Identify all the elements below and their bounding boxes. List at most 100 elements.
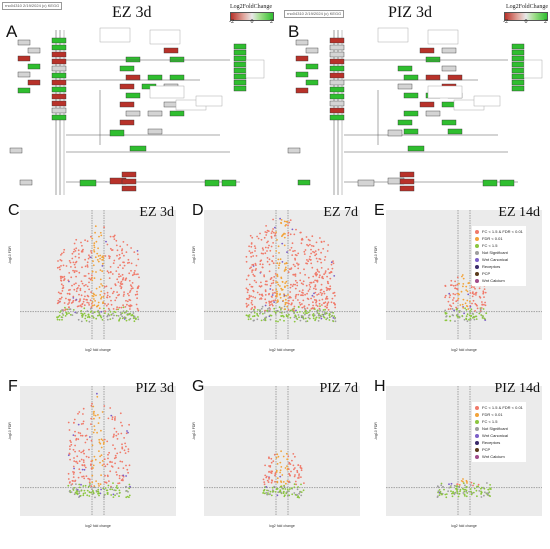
scatter-point <box>294 480 297 483</box>
scatter-point <box>133 272 136 274</box>
scatter-point <box>80 294 83 297</box>
scatter-point <box>333 275 336 277</box>
gene-node <box>119 101 135 108</box>
scatter-point <box>90 306 93 309</box>
scatter-point <box>284 285 286 288</box>
annotation-box <box>99 27 131 43</box>
scatter-point <box>473 293 475 296</box>
scatter-point <box>284 266 287 269</box>
scatter-point <box>113 314 115 317</box>
scatter-point <box>93 417 95 420</box>
scatter-point <box>449 319 452 322</box>
scatter-point <box>325 318 328 321</box>
gene-node <box>511 61 525 68</box>
scatter-point <box>259 263 262 266</box>
scatter-point <box>101 259 103 261</box>
scatter-point <box>326 250 329 252</box>
scatter-point <box>266 257 269 259</box>
scatter-point <box>94 231 96 234</box>
scatter-point <box>245 260 248 263</box>
scatter-point <box>65 308 67 311</box>
scatter-point <box>297 264 299 266</box>
scatter-point <box>276 275 279 278</box>
scatter-point <box>295 228 297 231</box>
scatter-point <box>308 258 311 261</box>
scatter-point <box>67 303 69 305</box>
scatter-point <box>99 461 101 464</box>
scatter-point <box>110 303 113 306</box>
scatter-point <box>263 492 266 495</box>
scatter-marks <box>20 386 176 516</box>
scatter-point <box>279 296 282 299</box>
legend-entry: FC < 1.5 & FDR < 0.01 <box>475 228 523 235</box>
volcano-plot-e: E EZ 14d -log10 FDR log2 fold change FC … <box>372 202 548 356</box>
scatter-point <box>83 298 85 300</box>
scatter-point <box>316 270 319 272</box>
scatter-point <box>273 310 276 313</box>
scatter-point <box>313 299 316 301</box>
scatter-point <box>120 306 123 309</box>
legend-swatch <box>475 419 479 424</box>
scatter-point <box>469 300 471 303</box>
scatter-point <box>274 226 276 229</box>
scatter-point <box>109 310 112 313</box>
scatter-point <box>92 489 94 492</box>
scatter-point <box>83 489 86 492</box>
gene-node <box>121 178 137 185</box>
scatter-point <box>449 308 452 310</box>
scatter-point <box>281 314 284 317</box>
scatter-point <box>95 287 98 290</box>
scatter-point <box>264 316 267 319</box>
scatter-point <box>93 455 96 458</box>
scatter-point <box>287 294 289 296</box>
scatter-point <box>285 223 287 226</box>
scatter-point <box>109 470 112 473</box>
scatter-point <box>304 313 306 316</box>
scatter-point <box>478 295 481 298</box>
scatter-point <box>98 438 101 441</box>
scatter-point <box>303 250 306 253</box>
scatter-point <box>289 249 291 251</box>
scatter-point <box>111 488 114 491</box>
scatter-point <box>68 312 70 315</box>
scatter-point <box>78 483 81 486</box>
scatter-point <box>276 273 279 276</box>
scatter-point <box>483 288 486 290</box>
fold-change-ticks: -2 0 2 <box>229 19 273 25</box>
scatter-point <box>119 491 121 494</box>
gene-node <box>329 58 345 65</box>
scatter-point <box>92 464 95 467</box>
scatter-point <box>468 282 470 284</box>
scatter-point <box>260 252 263 255</box>
scatter-point <box>278 490 281 493</box>
scatter-point <box>260 238 263 241</box>
scatter-point <box>69 308 72 311</box>
scatter-point <box>484 301 486 304</box>
scatter-point <box>83 312 86 315</box>
scatter-point <box>481 317 484 319</box>
scatter-point <box>94 225 97 228</box>
scatter-point <box>57 299 60 302</box>
gene-node <box>305 47 319 54</box>
scatter-point <box>280 221 282 224</box>
scatter-point <box>78 460 81 463</box>
scatter-point <box>83 275 86 277</box>
scatter-point <box>332 320 335 323</box>
scatter-point <box>78 496 80 498</box>
scatter-point <box>287 234 289 237</box>
scatter-point <box>60 279 62 282</box>
scatter-point <box>124 452 127 454</box>
panel-letter: H <box>374 378 386 395</box>
scatter-point <box>128 487 131 490</box>
scatter-point <box>264 319 267 322</box>
scatter-point <box>60 283 63 286</box>
scatter-point <box>473 482 475 485</box>
annotation-box <box>473 95 501 107</box>
scatter-point <box>93 298 95 300</box>
scatter-point <box>312 317 315 320</box>
scatter-point <box>480 314 483 316</box>
scatter-point <box>90 485 93 488</box>
scatter-point <box>286 494 289 497</box>
scatter-point <box>91 274 93 277</box>
scatter-point <box>255 281 258 284</box>
